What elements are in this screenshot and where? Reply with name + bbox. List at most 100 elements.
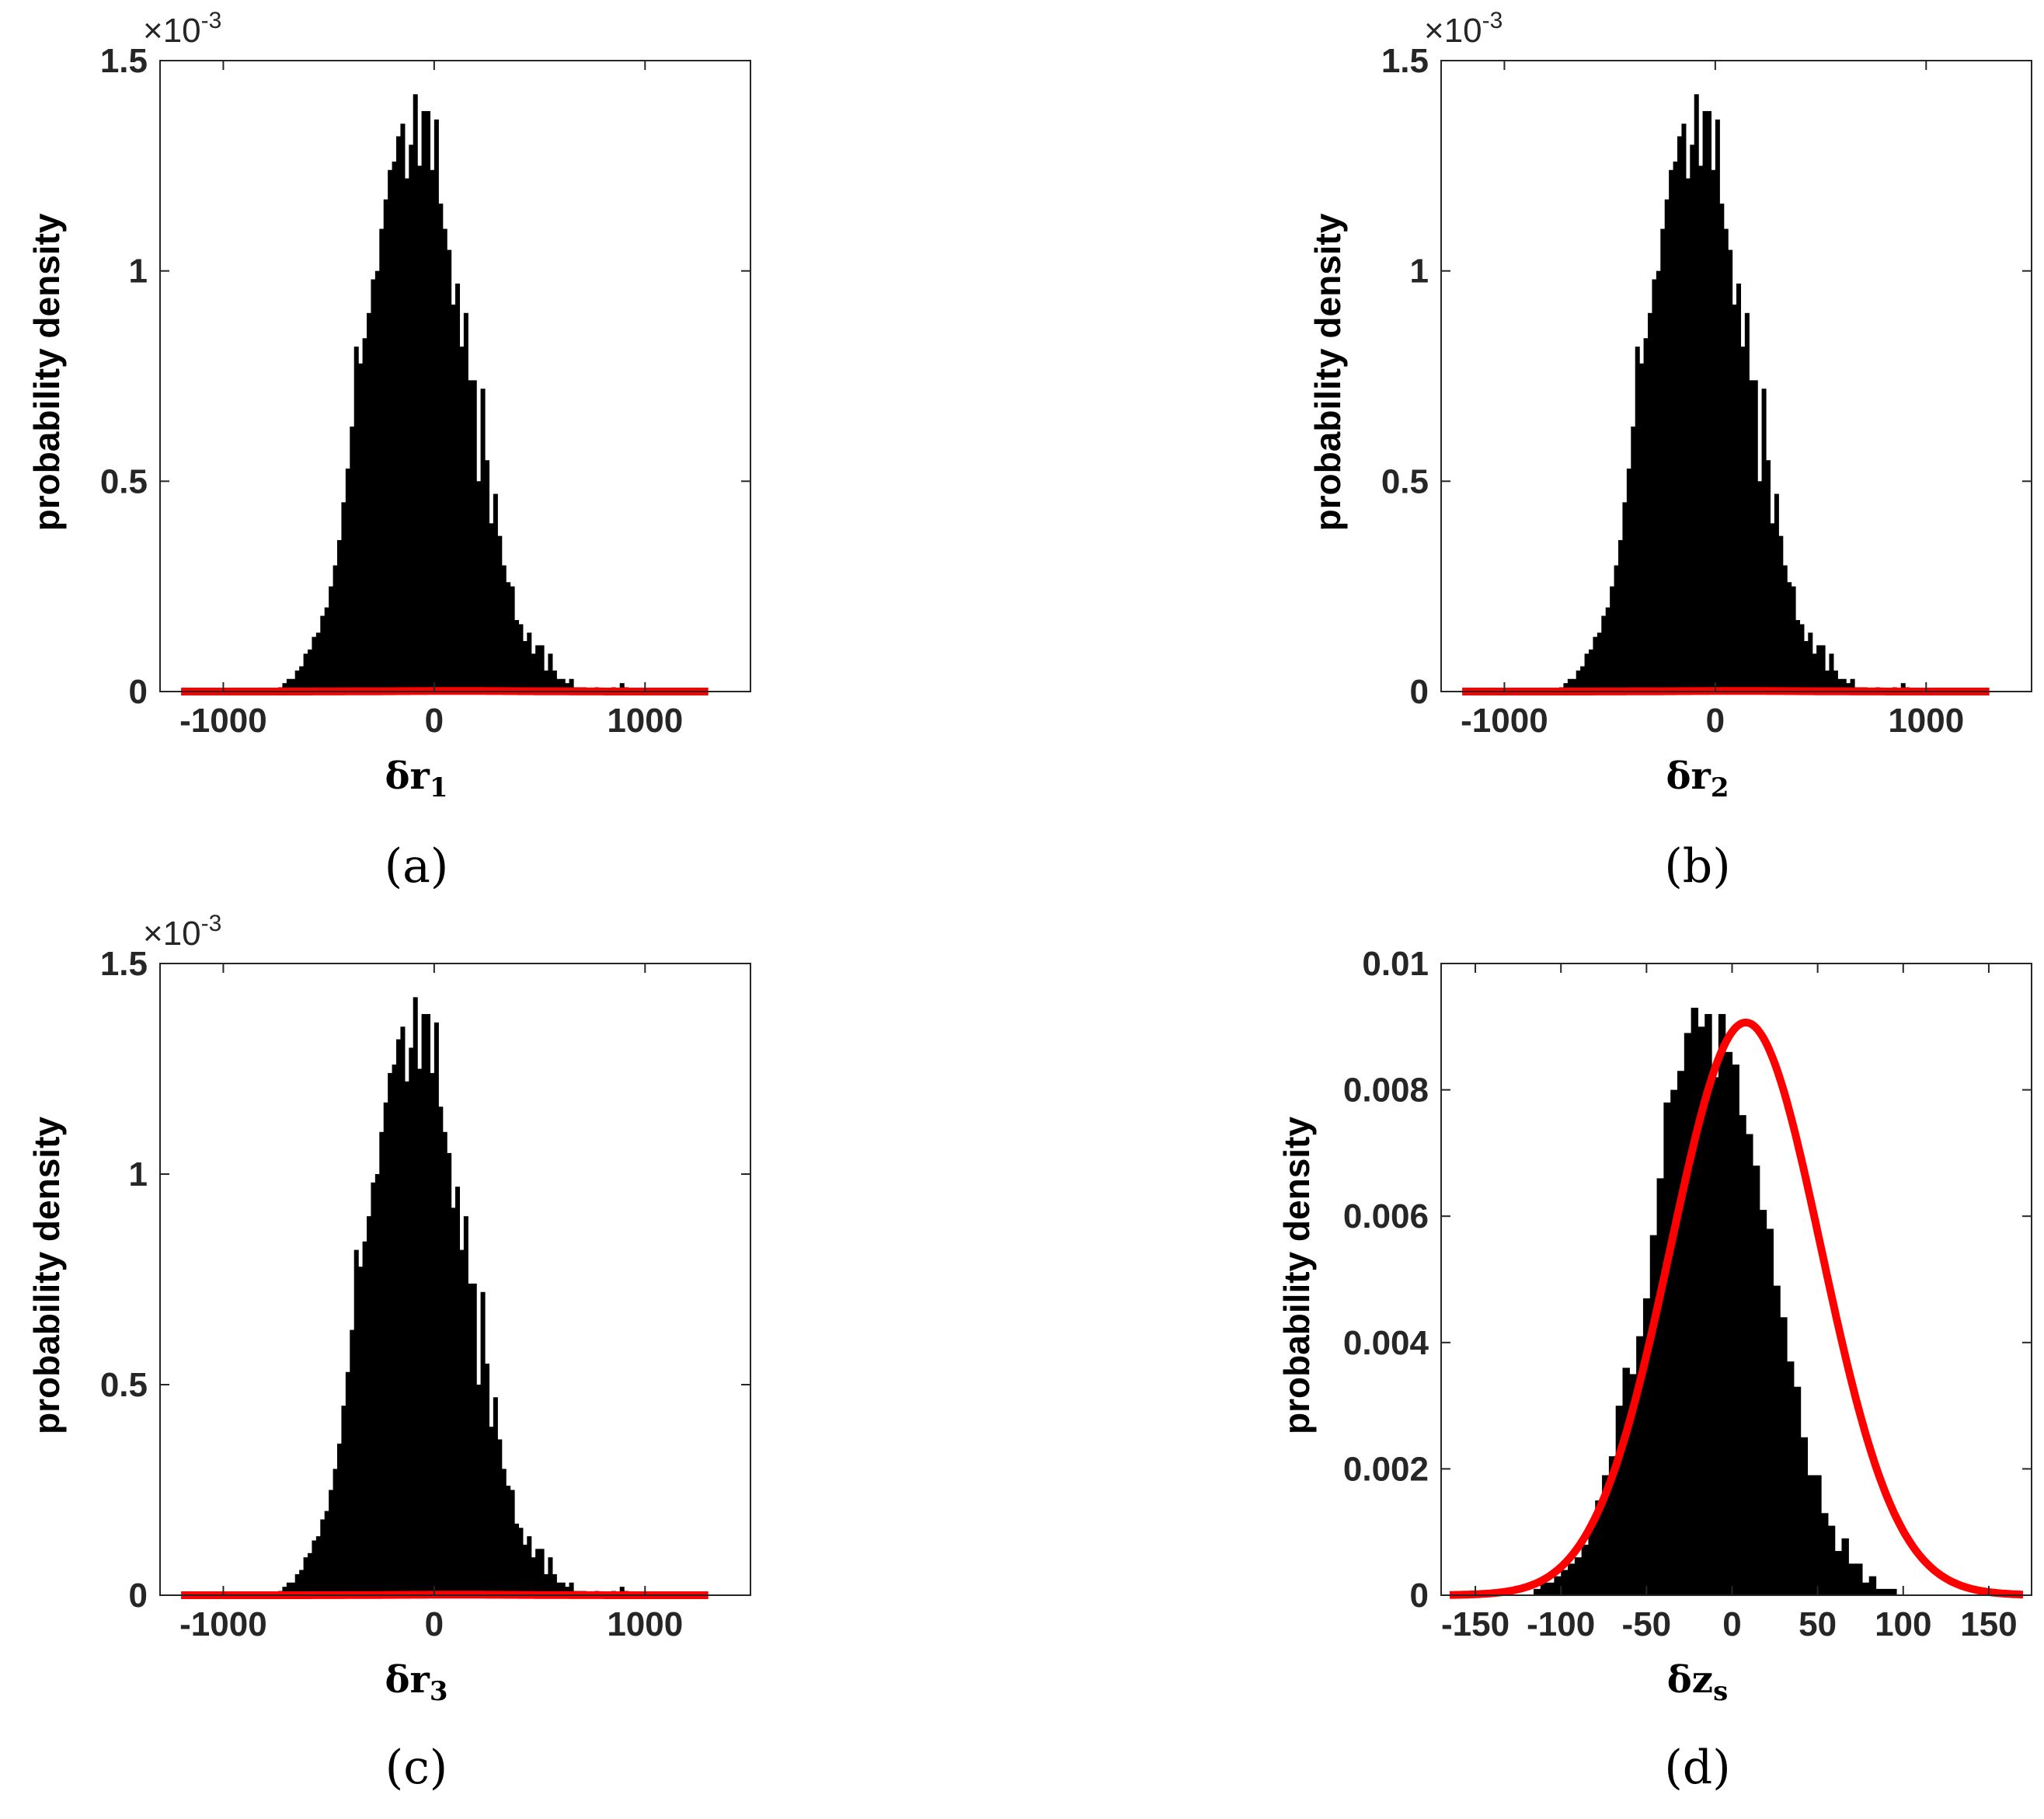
chart-panel-d: -150 -100 -50 0 50 100 150 0 0.002 0.004 0.006 0.0… [1276, 945, 2032, 1795]
histogram-bar [1673, 161, 1678, 692]
histogram-bars [278, 997, 629, 1595]
histogram-bar [341, 502, 346, 692]
x-axis-label: δzs [1667, 1658, 1728, 1707]
histogram-bars [278, 94, 629, 692]
histogram-bar [451, 1207, 456, 1595]
histogram-bar [413, 997, 418, 1595]
histogram-bar [1715, 119, 1720, 692]
histogram-bar [312, 1540, 317, 1595]
histogram-bar [1786, 1361, 1795, 1595]
x-axis-label: δr1 [385, 754, 448, 803]
histogram-bar [438, 1106, 444, 1595]
histogram-bar [392, 161, 397, 692]
histogram-bar [1711, 1077, 1719, 1595]
histogram-bar [421, 1014, 427, 1595]
y-axis-label: probability density [1308, 213, 1348, 531]
histogram-bar [1793, 1386, 1802, 1595]
y-exponent-base: ×10 [1424, 12, 1482, 50]
y-exponent-label: ×10-3 [143, 8, 221, 50]
histogram-bar [1808, 632, 1813, 692]
histogram-bar [329, 586, 334, 692]
histogram-bar [548, 653, 553, 692]
histogram-bar [619, 1587, 625, 1595]
histogram-bar [531, 653, 536, 692]
histogram-bar [383, 1102, 388, 1595]
y-tick-label: 0.5 [100, 462, 148, 500]
histogram-bar [501, 565, 507, 692]
histogram-bar [1615, 1406, 1624, 1595]
histogram-bar [1664, 199, 1670, 692]
histogram-bar [1814, 1475, 1822, 1595]
histogram-bar [308, 1552, 313, 1595]
histogram-bar [299, 666, 305, 692]
histogram-bar [1652, 279, 1657, 692]
y-tick-label: 0 [1410, 1577, 1429, 1615]
x-tick-label: -1000 [179, 1605, 267, 1643]
histogram-bar [1618, 540, 1624, 692]
histogram-bar [463, 312, 468, 692]
histogram-bar [548, 1557, 553, 1595]
histogram-bar [1690, 145, 1695, 692]
histogram-bar [455, 283, 461, 692]
histogram-bar [396, 136, 402, 692]
y-axis-label: probability density [26, 213, 67, 531]
histogram-bar [1761, 389, 1767, 692]
y-exponent-base: ×10 [143, 915, 201, 953]
histogram-bar [480, 1291, 486, 1595]
y-exponent-label: ×10-3 [1424, 8, 1503, 50]
histogram-bar [1622, 502, 1628, 692]
histogram-bar [451, 304, 456, 692]
y-exponent-label: ×10-3 [143, 911, 221, 953]
histogram-bar [286, 1582, 291, 1595]
axes-frame [159, 963, 751, 1596]
histogram-bar [1626, 469, 1631, 692]
histogram-bar [1574, 1557, 1583, 1595]
tick-marks [160, 963, 750, 1596]
histogram-bar [1648, 312, 1653, 692]
histogram-bar [434, 1022, 439, 1595]
histogram-bar [493, 493, 498, 692]
histogram-bar [426, 1014, 431, 1595]
histogram-bar [374, 1174, 380, 1595]
y-tick-label: 0 [1410, 673, 1429, 711]
histogram-bar [333, 565, 338, 692]
y-tick-label: 1 [129, 1155, 148, 1194]
histogram-bar [341, 1406, 346, 1595]
histogram-bar [1889, 1588, 1897, 1595]
histogram-bar [569, 678, 574, 692]
histogram-bar [426, 110, 431, 692]
x-tick-label: 1000 [607, 1605, 683, 1643]
y-tick-label: 0.008 [1343, 1072, 1429, 1110]
histogram-bar [438, 204, 444, 692]
normal-fit-curve [1448, 1018, 2025, 1599]
histogram-bar [1812, 653, 1817, 692]
histogram-bar [1610, 586, 1615, 692]
histogram-bar [350, 1329, 355, 1595]
x-tick-label: -150 [1441, 1605, 1509, 1643]
histogram-bar [1581, 1544, 1590, 1595]
histogram-bar [1711, 169, 1716, 692]
tick-marks [1441, 60, 2032, 692]
histogram-bar [1698, 1026, 1705, 1595]
histogram-bar [1846, 683, 1851, 692]
histogram-bar [539, 645, 545, 692]
histogram-bar [1787, 582, 1792, 692]
histogram-bar [1749, 380, 1754, 692]
histogram-bar [1807, 1475, 1815, 1595]
histogram-bar [1588, 1525, 1596, 1595]
histogram-bar [522, 1544, 528, 1595]
histogram-bar [324, 607, 329, 692]
x-tick-label: -50 [1622, 1605, 1672, 1643]
histogram-bar [434, 119, 439, 692]
x-axis-label: δr3 [385, 1658, 448, 1707]
histogram-bar [308, 649, 313, 692]
histogram-bar [374, 270, 380, 692]
chart-panel-b: -1000 0 1000 00.511.5 probability density … [1308, 8, 2032, 894]
histogram-bar [556, 678, 562, 692]
x-tick-label: -1000 [1461, 702, 1548, 740]
histogram-bar [510, 586, 515, 692]
histogram-bar [1841, 678, 1847, 692]
histogram-bar [497, 535, 503, 692]
histogram-bars [1559, 94, 1910, 692]
